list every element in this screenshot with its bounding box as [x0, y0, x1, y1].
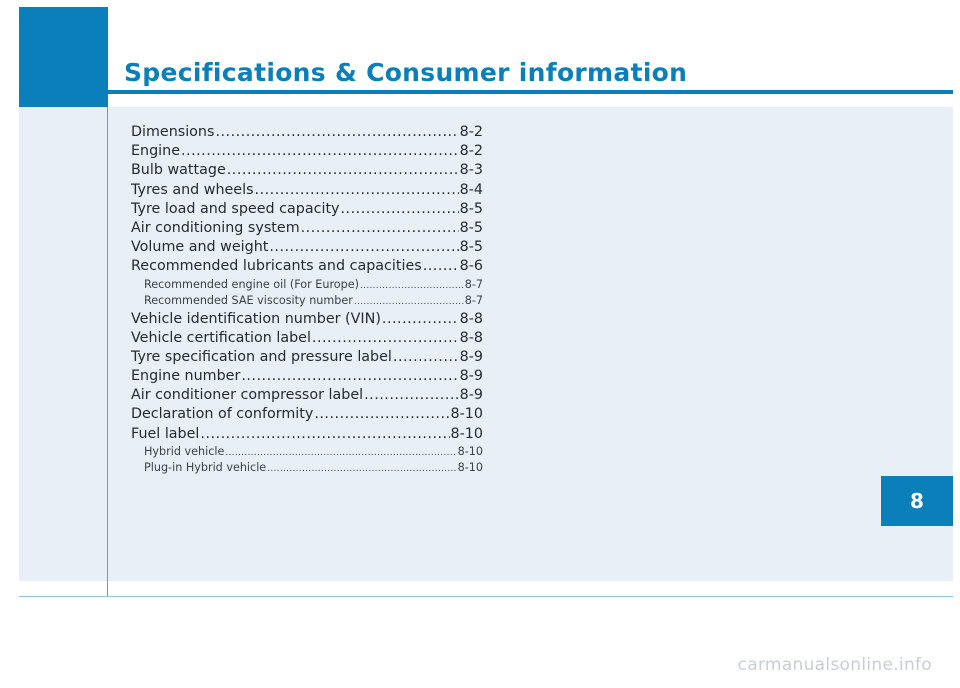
toc-dot-leader: ........................................… — [225, 447, 457, 458]
toc-entry-label: Dimensions — [131, 124, 215, 140]
toc-page-number: 8-5 — [459, 239, 483, 256]
toc-entry[interactable]: Tyre load and speed capacity............… — [131, 200, 483, 219]
toc-entry[interactable]: Fuel label..............................… — [131, 425, 483, 444]
toc-dot-leader: ........................................… — [215, 124, 459, 140]
toc-page-number: 8-8 — [459, 329, 483, 346]
left-margin-panel — [19, 107, 108, 581]
toc-page-number: 8-2 — [459, 124, 483, 140]
toc-dot-leader: ........................................… — [392, 348, 459, 365]
toc-entry-label: Recommended SAE viscosity number — [144, 294, 353, 307]
toc-dot-leader: ........................................… — [269, 239, 458, 256]
chapter-corner-block — [19, 7, 108, 107]
table-of-contents: Dimensions..............................… — [131, 123, 483, 477]
toc-page-number: 8-9 — [459, 348, 483, 365]
toc-page-number: 8-7 — [464, 277, 483, 291]
toc-page-number: 8-5 — [459, 219, 483, 236]
toc-dot-leader: ........................................… — [364, 387, 459, 404]
toc-entry-label: Plug-in Hybrid vehicle — [144, 461, 267, 475]
toc-page-number: 8-3 — [459, 162, 483, 179]
toc-page-number: 8-10 — [457, 444, 483, 458]
toc-entry-label: Recommended lubricants and capacities — [131, 258, 422, 275]
toc-entry[interactable]: Declaration of conformity...............… — [131, 405, 483, 424]
toc-entry[interactable]: Volume and weight.......................… — [131, 238, 483, 257]
toc-subentry[interactable]: Recommended engine oil (For Europe).....… — [131, 277, 483, 294]
title-underline — [108, 90, 953, 94]
toc-dot-leader: ........................................… — [181, 143, 459, 160]
page-title: Specifications & Consumer information — [124, 58, 688, 87]
toc-entry[interactable]: Vehicle certification label.............… — [131, 329, 483, 348]
toc-entry[interactable]: Air conditioning system.................… — [131, 219, 483, 238]
toc-dot-leader: ........................................… — [241, 368, 459, 385]
toc-page-number: 8-2 — [459, 143, 483, 160]
toc-entry-label: Engine number — [131, 368, 241, 385]
watermark: carmanualsonline.info — [737, 655, 932, 675]
toc-entry[interactable]: Air conditioner compressor label........… — [131, 386, 483, 405]
bottom-divider — [19, 596, 953, 597]
toc-page-number: 8-6 — [459, 258, 483, 275]
toc-subentry[interactable]: Plug-in Hybrid vehicle..................… — [131, 460, 483, 477]
toc-dot-leader: ........................................… — [353, 297, 464, 307]
toc-entry-label: Volume and weight — [131, 239, 269, 256]
toc-entry[interactable]: Recommended lubricants and capacities...… — [131, 257, 483, 276]
toc-page-number: 8-10 — [457, 461, 483, 475]
toc-entry-label: Declaration of conformity — [131, 406, 314, 423]
toc-dot-leader: ........................................… — [200, 425, 450, 442]
toc-entry-label: Fuel label — [131, 425, 200, 442]
toc-entry-label: Tyre load and speed capacity — [131, 200, 340, 217]
toc-page-number: 8-4 — [459, 181, 483, 198]
toc-entry[interactable]: Dimensions..............................… — [131, 123, 483, 142]
margin-divider — [107, 107, 108, 597]
toc-entry-label: Vehicle certification label — [131, 329, 311, 346]
toc-page-number: 8-10 — [450, 406, 483, 423]
toc-dot-leader: ........................................… — [360, 280, 464, 291]
content-panel — [108, 107, 953, 581]
toc-dot-leader: ........................................… — [254, 181, 459, 198]
toc-entry[interactable]: Tyre specification and pressure label...… — [131, 348, 483, 367]
toc-dot-leader: ........................................… — [314, 406, 449, 423]
toc-dot-leader: ........................................… — [311, 329, 459, 346]
toc-page-number: 8-10 — [450, 425, 483, 442]
toc-entry-label: Air conditioning system — [131, 219, 300, 236]
toc-dot-leader: ........................................… — [300, 219, 459, 236]
toc-entry[interactable]: Engine..................................… — [131, 142, 483, 161]
toc-dot-leader: ........................................… — [267, 464, 457, 475]
toc-entry[interactable]: Vehicle identification number (VIN).....… — [131, 310, 483, 329]
toc-dot-leader: ........................................… — [381, 310, 459, 327]
toc-subentry[interactable]: Hybrid vehicle..........................… — [131, 444, 483, 461]
toc-page-number: 8-5 — [459, 200, 483, 217]
toc-entry-label: Vehicle identification number (VIN) — [131, 310, 381, 327]
toc-entry-label: Hybrid vehicle — [144, 444, 225, 458]
toc-entry-label: Tyres and wheels — [131, 181, 254, 198]
toc-page-number: 8-9 — [459, 387, 483, 404]
toc-entry-label: Air conditioner compressor label — [131, 387, 364, 404]
toc-subentry[interactable]: Recommended SAE viscosity number........… — [131, 293, 483, 310]
toc-entry-label: Tyre specification and pressure label — [131, 348, 392, 365]
toc-entry[interactable]: Engine number...........................… — [131, 367, 483, 386]
toc-page-number: 8-9 — [459, 368, 483, 385]
toc-entry[interactable]: Tyres and wheels........................… — [131, 181, 483, 200]
toc-page-number: 8-8 — [459, 310, 483, 327]
chapter-tab[interactable]: 8 — [881, 476, 953, 526]
toc-entry-label: Engine — [131, 143, 180, 160]
toc-entry-label: Bulb wattage — [131, 162, 226, 179]
toc-entry-label: Recommended engine oil (For Europe) — [144, 277, 359, 291]
toc-page-number: 8-7 — [464, 294, 483, 307]
toc-dot-leader: ........................................… — [422, 258, 459, 275]
toc-dot-leader: ........................................… — [340, 200, 459, 217]
toc-dot-leader: ........................................… — [226, 162, 459, 179]
toc-entry[interactable]: Bulb wattage............................… — [131, 161, 483, 180]
